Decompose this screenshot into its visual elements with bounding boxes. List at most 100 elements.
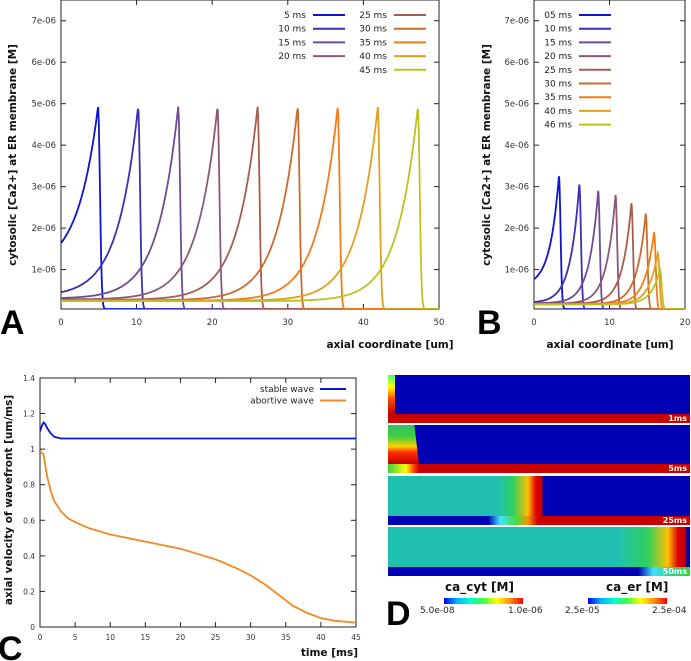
series-line-10-ms — [61, 108, 439, 309]
y-tick-label: 6e-06 — [31, 58, 56, 68]
x-tick-label: 50 — [434, 318, 445, 328]
y-tick-label: 1.4 — [23, 374, 35, 383]
colorbar-ca-er — [588, 598, 667, 604]
y-tick-label: 0.8 — [23, 481, 35, 490]
heatmap-er — [388, 464, 690, 473]
series-line-45-ms — [61, 108, 439, 309]
x-axis-label: axial coordinate [um] — [326, 339, 453, 351]
y-axis-label: cytosolic [Ca2+] at ER membrane [M] — [481, 44, 493, 266]
heatmap-er — [388, 414, 690, 423]
x-tick-label: 0 — [58, 318, 63, 328]
series-line-40-ms — [61, 106, 439, 309]
legend-label: abortive wave — [250, 397, 314, 407]
legend-label: 25 ms — [544, 66, 572, 76]
y-tick-label: 2e-06 — [504, 224, 529, 234]
x-tick-label: 10 — [131, 318, 142, 328]
y-axis-label: axial velocity of wavefront [um/ms] — [3, 395, 15, 605]
legend-label: 10 ms — [544, 25, 572, 35]
y-tick-label: 6e-06 — [504, 58, 529, 68]
panel-b: 1e-06 2e-06 3e-06 4e-06 5e-06 6e-06 7e-06 0 10 20… — [477, 0, 690, 351]
x-axis-label: axial coordinate [um] — [546, 339, 673, 351]
x-tick-label: 40 — [358, 318, 369, 328]
y-tick-label: 0.6 — [23, 516, 35, 525]
y-tick-label: 1e-06 — [504, 266, 529, 276]
panel-c: 0 0.2 0.4 0.6 0.8 1 1.2 1.4 0 5 10 15 20 25 30 35 40 45 ti… — [0, 374, 361, 661]
time-label: 5ms — [668, 464, 687, 473]
y-tick-label: 3e-06 — [31, 183, 56, 193]
colorbar-ca-er-min: 2.5e-05 — [565, 606, 600, 616]
y-axis-label: cytosolic [Ca2+] at ER membrane [M] — [7, 44, 19, 266]
y-tick-label: 7e-06 — [31, 17, 56, 27]
y-tick-label: 3e-06 — [504, 183, 529, 193]
x-tick-label: 10 — [604, 318, 615, 328]
x-axis-label: time [ms] — [301, 647, 358, 659]
colorbar-title-ca-cyt: ca_cyt [M] — [445, 580, 514, 594]
plot-frame — [39, 377, 357, 628]
time-label: 1ms — [668, 414, 687, 423]
series-line-10-ms — [534, 184, 685, 309]
heatmap-snapshot-5ms: 5ms — [388, 425, 690, 473]
y-tick-label: 7e-06 — [504, 17, 529, 27]
x-tick-label: 15 — [141, 633, 151, 642]
time-label: 25ms — [662, 516, 687, 525]
legend-label: 35 ms — [544, 93, 572, 103]
y-tick-label: 4e-06 — [504, 141, 529, 151]
y-tick-label: 0.4 — [23, 552, 35, 561]
x-tick-label: 20 — [176, 633, 186, 642]
panel-label: B — [477, 304, 502, 342]
legend-label: 20 ms — [278, 52, 306, 62]
colorbar-ca-cyt-max: 1.0e-06 — [508, 606, 543, 616]
series-line-abortive-wave — [40, 450, 356, 624]
y-tick-label: 1 — [30, 445, 35, 454]
x-tick-label: 30 — [246, 633, 256, 642]
legend-label: 30 ms — [359, 25, 387, 35]
colorbar-ca-cyt — [444, 598, 523, 604]
heatmap-snapshot-25ms: 25ms — [388, 476, 690, 525]
x-tick-label: 20 — [680, 318, 691, 328]
heatmap-snapshot-1ms: 1ms — [388, 375, 690, 423]
legend-label: 30 ms — [544, 80, 572, 90]
x-tick-label: 35 — [281, 633, 291, 642]
heatmap-cytosol — [388, 476, 690, 516]
time-label: 50ms — [662, 567, 687, 576]
x-tick-label: 0 — [531, 318, 536, 328]
panel-label-d: D — [386, 595, 411, 633]
series-line-05-ms — [534, 176, 685, 309]
x-tick-label: 30 — [282, 318, 293, 328]
series-line-stable-wave — [40, 421, 356, 440]
series-line-46-ms — [534, 266, 685, 309]
heatmap-cytosol — [388, 425, 690, 464]
legend-label: 35 ms — [359, 38, 387, 48]
colorbar-title-ca-er: ca_er [M] — [606, 580, 669, 594]
colorbar-ca-er-max: 2.5e-04 — [652, 606, 687, 616]
legend-label: 20 ms — [544, 52, 572, 62]
legend-label: 5 ms — [284, 11, 306, 21]
legend-label: 25 ms — [359, 11, 387, 21]
y-tick-label: 0 — [30, 623, 35, 632]
heatmap-er — [388, 567, 690, 576]
legend-label: 46 ms — [544, 121, 572, 131]
y-tick-label: 1.2 — [23, 410, 35, 419]
x-tick-label: 10 — [105, 633, 115, 642]
legend-label: stable wave — [260, 385, 315, 395]
x-tick-label: 40 — [316, 633, 326, 642]
legend-label: 15 ms — [278, 38, 306, 48]
x-tick-label: 25 — [211, 633, 221, 642]
legend-label: 05 ms — [544, 11, 572, 21]
x-tick-label: 45 — [351, 633, 361, 642]
heatmap-cytosol — [388, 527, 690, 567]
x-tick-label: 0 — [38, 633, 43, 642]
legend-label: 10 ms — [278, 25, 306, 35]
y-tick-label: 5e-06 — [504, 100, 529, 110]
legend-label: 15 ms — [544, 38, 572, 48]
series-line-15-ms — [534, 190, 685, 309]
y-tick-label: 5e-06 — [31, 100, 56, 110]
legend-label: 40 ms — [544, 107, 572, 117]
x-tick-label: 20 — [207, 318, 218, 328]
y-tick-label: 1e-06 — [31, 266, 56, 276]
panel-a: 1e-06 2e-06 3e-06 4e-06 5e-06 6e-06 7e-06 0 10 20… — [0, 0, 454, 351]
heatmap-snapshot-50ms: 50ms — [388, 527, 690, 576]
series-line-20-ms — [61, 108, 439, 309]
x-tick-label: 5 — [73, 633, 78, 642]
